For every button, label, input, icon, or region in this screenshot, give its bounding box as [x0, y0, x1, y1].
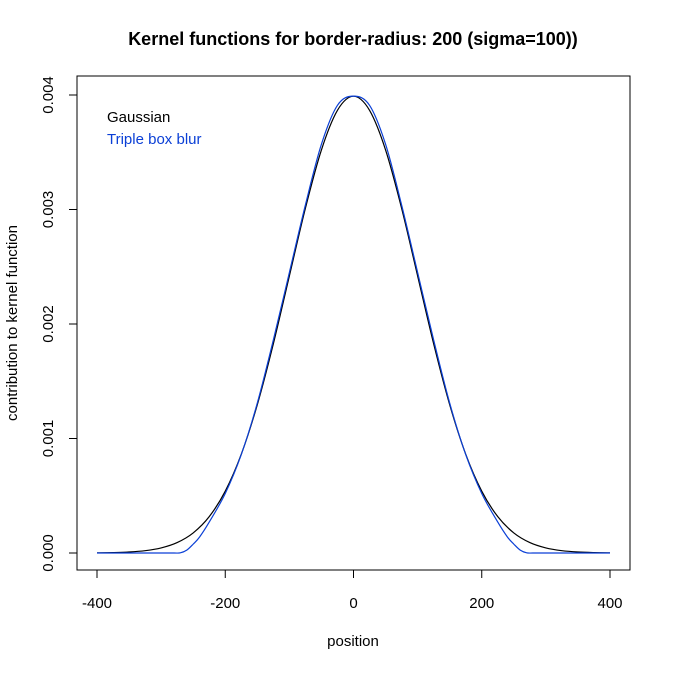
y-axis: 0.000 0.001 0.002 0.003 0.004 — [40, 76, 78, 572]
series-layer — [96, 95, 611, 554]
x-tick-label: 0 — [349, 595, 357, 612]
x-axis: -400 -200 0 200 400 — [82, 569, 623, 612]
x-tick-label: -200 — [210, 595, 240, 612]
x-tick-label: 400 — [597, 595, 622, 612]
x-tick-label: 200 — [469, 595, 494, 612]
plot-frame — [76, 75, 631, 571]
y-tick-label: 0.003 — [40, 191, 57, 229]
y-tick-label: 0.004 — [40, 76, 57, 114]
legend-entry: Triple box blur — [107, 131, 201, 148]
chart-title: Kernel functions for border-radius: 200 … — [128, 29, 578, 49]
series-line-triple-box-blur — [97, 95, 610, 554]
legend: Gaussian Triple box blur — [107, 109, 201, 148]
y-axis-label: contribution to kernel function — [4, 225, 21, 421]
y-tick-label: 0.001 — [40, 420, 57, 458]
y-tick-label: 0.000 — [40, 534, 57, 572]
y-tick-label: 0.002 — [40, 305, 57, 343]
legend-entry: Gaussian — [107, 109, 170, 126]
series-line-gaussian — [96, 95, 611, 554]
x-axis-label: position — [327, 633, 379, 650]
x-tick-label: -400 — [82, 595, 112, 612]
